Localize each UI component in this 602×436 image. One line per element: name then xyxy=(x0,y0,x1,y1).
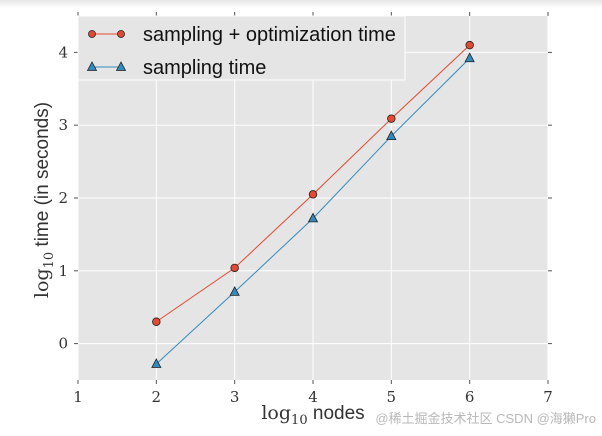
legend-label: sampling time xyxy=(143,57,266,79)
data-point xyxy=(464,52,475,63)
y-axis-label-part: time (in seconds) xyxy=(32,102,53,252)
data-point xyxy=(307,212,319,223)
x-tick-label: 4 xyxy=(308,388,318,406)
data-point xyxy=(229,286,240,296)
data-point xyxy=(308,190,318,199)
top-fade xyxy=(0,0,602,8)
legend-label: sampling + optimization time xyxy=(143,24,396,46)
x-tick-label: 7 xyxy=(543,388,553,406)
y-tick-label: 2 xyxy=(58,189,68,207)
legend-marker xyxy=(88,30,96,38)
y-axis-label: log10 time (in seconds) xyxy=(31,102,57,298)
y-tick-label: 0 xyxy=(58,335,68,353)
y-tick-label: 1 xyxy=(58,262,68,280)
y-axis-label-part: 10 xyxy=(42,252,57,269)
data-point xyxy=(465,40,474,50)
data-point xyxy=(386,130,397,141)
data-point xyxy=(151,358,162,368)
x-axis-label-part: 10 xyxy=(291,413,308,428)
x-tick-label: 2 xyxy=(152,388,162,406)
y-tick-label: 4 xyxy=(58,43,68,61)
x-axis-label-part: nodes xyxy=(308,403,365,424)
legend-marker xyxy=(117,30,125,38)
legend-marker xyxy=(86,61,98,71)
x-tick-label: 1 xyxy=(73,388,83,406)
data-point xyxy=(152,317,161,326)
legend-marker xyxy=(115,61,127,71)
x-tick-label: 3 xyxy=(230,388,240,406)
legend-box xyxy=(77,15,406,81)
x-tick-label: 6 xyxy=(465,388,475,406)
x-axis-label: log10 nodes xyxy=(261,402,364,428)
watermark: @稀土掘金技术社区 CSDN @海獭Pro xyxy=(375,411,596,426)
data-point xyxy=(230,263,239,273)
y-axis-label-part: log xyxy=(31,268,53,298)
x-axis-label-part: log xyxy=(261,402,291,424)
data-point xyxy=(387,114,396,123)
x-tick-label: 5 xyxy=(387,388,397,406)
y-tick-label: 3 xyxy=(58,116,68,134)
